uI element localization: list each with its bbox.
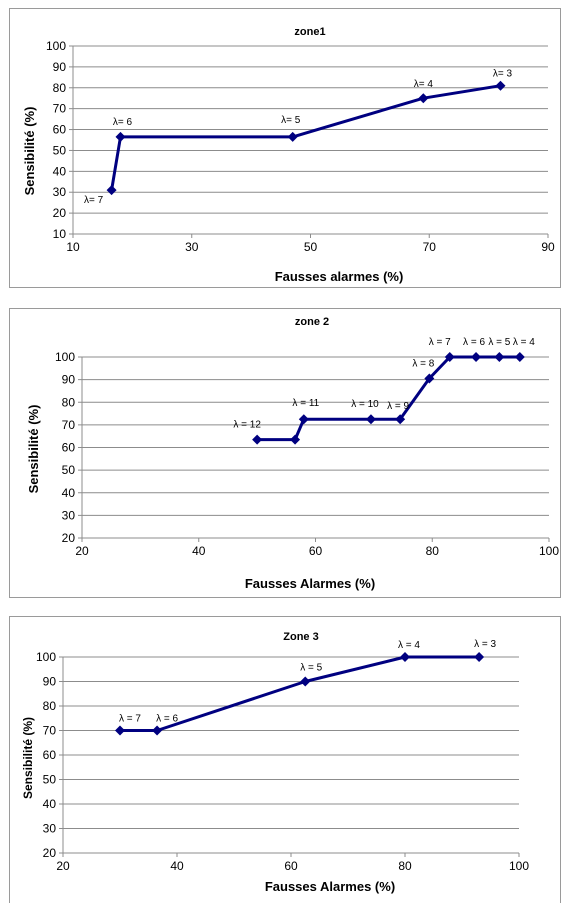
data-point — [152, 725, 163, 736]
y-tick-label: 20 — [62, 531, 76, 545]
y-tick-label: 80 — [53, 81, 67, 95]
x-tick-label: 40 — [192, 544, 206, 558]
data-point — [424, 373, 435, 384]
data-label: λ = 4 — [513, 337, 535, 348]
data-point — [365, 414, 376, 425]
series-line — [110, 84, 501, 191]
data-point — [474, 652, 485, 662]
data-point — [400, 652, 410, 662]
data-point — [300, 676, 311, 687]
x-tick-label: 100 — [509, 859, 529, 873]
x-tick-label: 80 — [426, 544, 440, 558]
data-point — [106, 185, 117, 196]
x-tick-label: 100 — [539, 544, 559, 558]
data-point — [495, 80, 506, 91]
y-tick-label: 70 — [62, 418, 76, 432]
y-tick-label: 40 — [53, 164, 67, 178]
y-tick-label: 50 — [62, 463, 76, 477]
x-axis-label: Fausses alarmes (%) — [275, 269, 404, 284]
data-label: λ= 3 — [493, 69, 513, 80]
data-label: λ = 5 — [300, 663, 322, 674]
y-tick-label: 90 — [62, 373, 76, 387]
series-line — [257, 355, 520, 442]
x-tick-label: 30 — [185, 240, 199, 254]
data-label: λ = 8 — [412, 358, 434, 369]
chart-zone1: zone1 Fausses alarmes (%) Sensibilité (%… — [22, 26, 555, 284]
data-point — [444, 352, 455, 362]
chart-zone-3: Zone 3 Fausses Alarmes (%) Sensibilité (… — [21, 631, 529, 894]
y-axis-label: Sensibilité (%) — [21, 717, 35, 799]
x-tick-label: 90 — [541, 240, 555, 254]
chart-title: Zone 3 — [283, 631, 318, 643]
data-label: λ = 9 — [387, 401, 409, 412]
x-tick-label: 60 — [309, 544, 323, 558]
y-tick-label: 80 — [43, 699, 57, 713]
data-point — [115, 725, 125, 736]
data-label: λ = 4 — [398, 640, 420, 651]
y-tick-label: 90 — [53, 60, 67, 74]
x-tick-label: 40 — [170, 859, 184, 873]
data-point — [290, 434, 301, 445]
data-label: λ = 3 — [474, 639, 496, 650]
y-tick-label: 20 — [43, 846, 57, 860]
y-tick-label: 60 — [43, 748, 57, 762]
data-point — [471, 352, 482, 362]
x-tick-label: 70 — [423, 240, 437, 254]
data-point — [494, 352, 505, 362]
y-tick-label: 70 — [43, 724, 57, 738]
y-tick-label: 100 — [55, 350, 75, 364]
data-label: λ = 6 — [156, 714, 178, 725]
x-tick-label: 50 — [304, 240, 318, 254]
data-point — [395, 414, 406, 425]
y-tick-label: 60 — [53, 123, 67, 137]
data-label: λ = 5 — [488, 337, 510, 348]
x-tick-label: 20 — [75, 544, 89, 558]
chart-title: zone 2 — [295, 316, 329, 328]
data-label: λ= 4 — [414, 79, 434, 90]
data-point — [514, 352, 525, 362]
chart-zone-2: zone 2 Fausses Alarmes (%) Sensibilité (… — [26, 316, 559, 591]
y-tick-label: 70 — [53, 102, 67, 116]
y-tick-label: 10 — [53, 227, 67, 241]
data-label: λ= 7 — [84, 195, 104, 206]
data-point — [252, 434, 263, 445]
x-tick-label: 10 — [66, 240, 80, 254]
y-tick-label: 20 — [53, 206, 67, 220]
chart-panel-zone-3: Zone 3 Fausses Alarmes (%) Sensibilité (… — [9, 616, 561, 903]
y-tick-label: 30 — [53, 185, 67, 199]
x-axis-label: Fausses Alarmes (%) — [245, 576, 375, 591]
y-axis-label: Sensibilité (%) — [26, 405, 41, 494]
y-tick-label: 50 — [53, 143, 67, 157]
data-point — [287, 131, 298, 142]
x-tick-label: 60 — [284, 859, 298, 873]
y-tick-label: 100 — [46, 39, 66, 53]
x-tick-label: 20 — [56, 859, 70, 873]
y-tick-label: 60 — [62, 441, 76, 455]
y-tick-label: 30 — [43, 822, 57, 836]
chart-panel-zone-2: zone 2 Fausses Alarmes (%) Sensibilité (… — [9, 308, 561, 598]
data-label: λ= 5 — [281, 115, 301, 126]
data-label: λ = 7 — [429, 337, 451, 348]
chart-title: zone1 — [294, 26, 325, 38]
y-tick-label: 100 — [36, 650, 56, 664]
data-point — [418, 93, 429, 104]
y-tick-label: 40 — [43, 797, 57, 811]
y-tick-label: 80 — [62, 395, 76, 409]
y-axis-label: Sensibilité (%) — [22, 107, 37, 196]
y-tick-label: 50 — [43, 773, 57, 787]
data-label: λ = 7 — [119, 714, 141, 725]
y-tick-label: 90 — [43, 675, 57, 689]
data-label: λ = 10 — [351, 399, 379, 410]
data-point — [298, 414, 309, 425]
data-label: λ = 11 — [292, 398, 319, 409]
data-label: λ = 12 — [233, 420, 261, 431]
x-tick-label: 80 — [398, 859, 412, 873]
y-tick-label: 30 — [62, 508, 76, 522]
chart-panel-zone1: zone1 Fausses alarmes (%) Sensibilité (%… — [9, 8, 561, 288]
data-point — [115, 131, 126, 142]
data-label: λ= 6 — [113, 117, 133, 128]
x-axis-label: Fausses Alarmes (%) — [265, 879, 395, 894]
data-label: λ = 6 — [463, 337, 485, 348]
y-tick-label: 40 — [62, 486, 76, 500]
